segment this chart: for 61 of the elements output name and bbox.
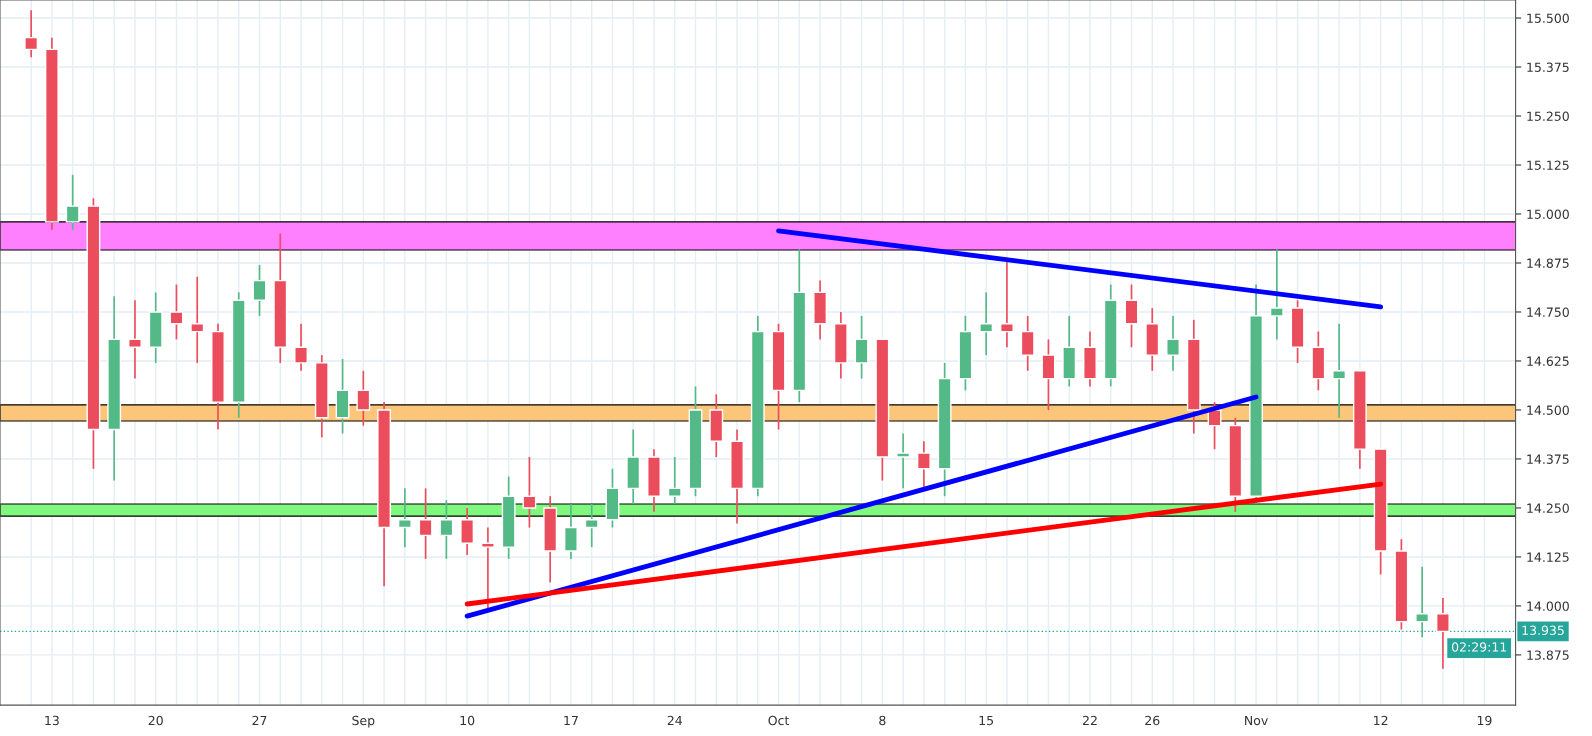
candlestick [564,503,578,560]
candlestick [169,283,184,341]
x-tick-label: 26 [1145,715,1160,726]
candlestick [397,487,412,548]
y-tick-label: 14.500 [1527,405,1569,415]
candlestick [584,503,599,548]
candlestick [979,291,994,356]
x-tick-label: Nov [1245,715,1268,726]
candlestick [896,432,911,490]
y-tick-label: 14.750 [1527,307,1569,317]
candlestick [294,322,308,372]
candlestick [418,487,433,560]
candlestick [24,9,39,59]
candlestick [460,507,475,556]
x-tick-label: 12 [1374,715,1388,725]
y-tick-label: 14.250 [1527,503,1569,513]
x-tick-label: 27 [252,715,267,725]
candlestick [916,440,931,490]
x-tick-label: 24 [667,715,682,725]
candlestick [1332,322,1347,419]
y-tick-label: 13.875 [1527,650,1569,660]
candlestick [480,526,495,611]
candlestick [439,499,454,560]
y-tick-label: 14.625 [1527,356,1569,366]
y-tick-label: 15.375 [1527,62,1569,72]
y-tick-label: 14.000 [1527,601,1569,611]
x-tick-label: 20 [148,715,163,726]
candlestick [252,264,267,317]
annotation: 02:29:11 [1451,642,1507,652]
y-tick-label: 15.000 [1527,209,1569,219]
candlestick [1000,260,1014,349]
y-tick-label: 15.125 [1527,160,1569,170]
x-tick-label: 10 [460,715,475,726]
candlestick [1020,315,1035,372]
candlestick [522,456,537,529]
candlestick [65,173,80,231]
candlestick [1041,338,1056,411]
x-tick-label: Oct [768,715,790,726]
ref-line-label: 13.935 [1522,625,1564,636]
candlestick [190,275,205,364]
candlestick [1435,597,1450,670]
candlestick [667,456,682,505]
y-tick-label: 14.875 [1527,258,1569,268]
y-tick-label: 15.500 [1527,13,1569,23]
x-tick-label: 17 [564,715,578,725]
y-tick-label: 14.125 [1527,552,1569,562]
candlestick [1166,315,1180,372]
y-tick-label: 15.250 [1527,111,1569,121]
candlestick [1124,283,1139,349]
x-tick-label: Sep [352,715,375,728]
x-tick-label: 19 [1477,715,1492,726]
candlestick [1269,248,1284,341]
candlestick [128,299,142,380]
x-tick-label: 22 [1082,715,1097,725]
x-tick-label: 8 [879,715,886,726]
candlestick [356,369,371,427]
x-tick-label: 15 [979,715,994,726]
y-tick-label: 14.375 [1527,454,1569,464]
candlestick [854,315,869,380]
x-tick-label: 13 [45,715,59,726]
candlestick [1415,565,1430,639]
